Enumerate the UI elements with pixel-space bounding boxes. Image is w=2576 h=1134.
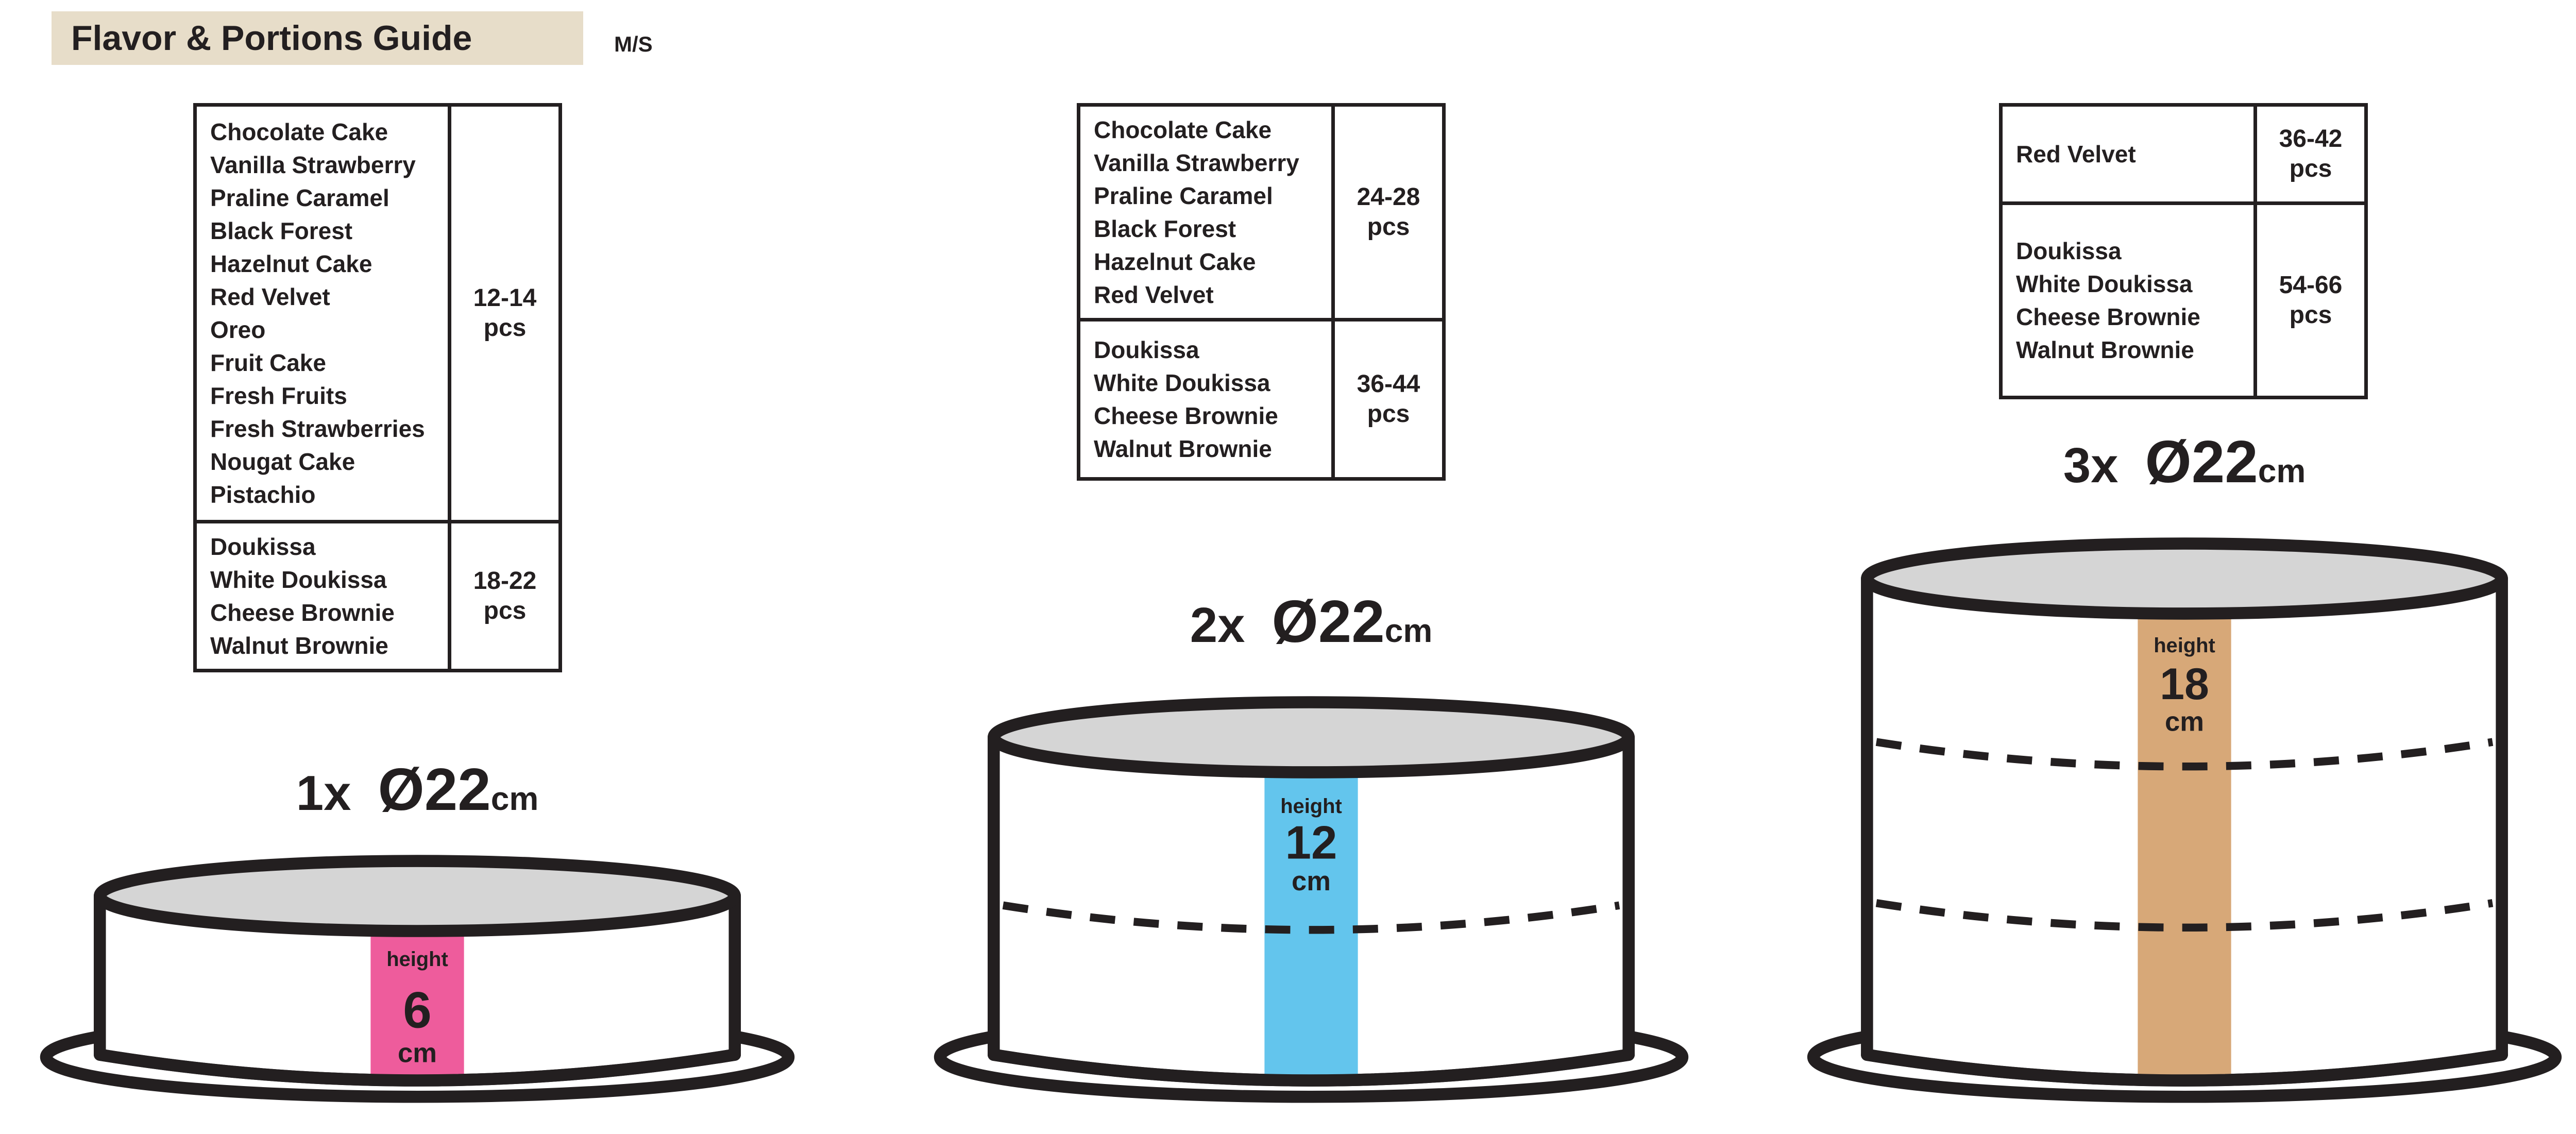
cake-count: 1x xyxy=(296,766,351,821)
cake-diagram-1x: height 6 cm xyxy=(40,855,795,1103)
page-title: Flavor & Portions Guide xyxy=(52,11,583,65)
flavor-list: Chocolate Cake Vanilla Strawberry Pralin… xyxy=(1077,103,1335,321)
portions-cell: 24-28 pcs xyxy=(1331,103,1446,321)
cake-top xyxy=(988,696,1635,778)
cake-count: 3x xyxy=(2063,438,2119,493)
portions-range: 12-14 xyxy=(473,284,537,312)
portions-unit: pcs xyxy=(483,314,527,342)
cake-top xyxy=(1861,537,2508,620)
cake-size-label-1x: 1x Ø22cm xyxy=(44,758,791,839)
table-row: Red Velvet 36-42 pcs xyxy=(1999,103,2368,205)
cake-size-label-2x: 2x Ø22cm xyxy=(938,590,1685,671)
portions-cell: 12-14 pcs xyxy=(448,103,562,523)
portions-unit: pcs xyxy=(2289,155,2332,182)
cake-diameter-unit: cm xyxy=(490,780,539,817)
height-label: height xyxy=(1280,795,1342,818)
portions-table-3x: Red Velvet 36-42 pcs Doukissa White Douk… xyxy=(1999,103,2368,399)
height-unit: cm xyxy=(1292,866,1331,896)
portions-range: 36-44 xyxy=(1357,370,1420,398)
cake-size-label-3x: 3x Ø22cm xyxy=(1811,431,2558,511)
cake-diameter: Ø22 xyxy=(2145,428,2258,495)
height-unit: cm xyxy=(398,1038,437,1069)
portions-unit: pcs xyxy=(483,597,527,624)
height-value: 6 xyxy=(403,982,431,1039)
cake-diameter-unit: cm xyxy=(1384,612,1433,649)
flavor-list: Doukissa White Doukissa Cheese Brownie W… xyxy=(193,520,451,672)
portions-range: 18-22 xyxy=(473,567,537,595)
table-row: Doukissa White Doukissa Cheese Brownie W… xyxy=(1077,318,1446,481)
cake-diameter: Ø22 xyxy=(1272,588,1385,655)
flavor-list: Chocolate Cake Vanilla Strawberry Pralin… xyxy=(193,103,451,523)
portions-cell: 36-42 pcs xyxy=(2253,103,2368,205)
portions-unit: pcs xyxy=(2289,301,2332,329)
cake-bottom-edge xyxy=(93,1048,741,1087)
height-value: 18 xyxy=(2160,659,2209,709)
table-row: Doukissa White Doukissa Cheese Brownie W… xyxy=(193,520,562,672)
height-value: 12 xyxy=(1285,817,1337,869)
flavor-list: Red Velvet xyxy=(1999,103,2257,205)
portions-range: 54-66 xyxy=(2279,272,2343,299)
layer-divider-dashed xyxy=(1002,901,1620,934)
portions-unit: pcs xyxy=(1367,213,1410,241)
table-row: Chocolate Cake Vanilla Strawberry Pralin… xyxy=(1077,103,1446,321)
portions-cell: 54-66 pcs xyxy=(2253,201,2368,399)
cake-count: 2x xyxy=(1190,598,1245,653)
portions-unit: pcs xyxy=(1367,400,1410,428)
height-bar xyxy=(2138,616,2231,1083)
height-label: height xyxy=(386,948,448,971)
height-unit: cm xyxy=(2165,706,2204,737)
portions-table-1x: Chocolate Cake Vanilla Strawberry Pralin… xyxy=(193,103,562,672)
cake-top xyxy=(93,855,741,937)
cake-diameter-unit: cm xyxy=(2258,452,2306,489)
cake-bottom-edge xyxy=(988,1048,1635,1087)
table-row: Doukissa White Doukissa Cheese Brownie W… xyxy=(1999,201,2368,399)
layer-divider-dashed xyxy=(1875,738,2494,771)
cake-bottom-edge xyxy=(1861,1048,2508,1087)
flavor-list: Doukissa White Doukissa Cheese Brownie W… xyxy=(1999,201,2257,399)
cake-diagram-3x: height 18 cm xyxy=(1807,537,2562,1103)
flavor-list: Doukissa White Doukissa Cheese Brownie W… xyxy=(1077,318,1335,481)
height-label: height xyxy=(2154,634,2215,657)
cake-diagram-2x: height 12 cm xyxy=(934,696,1689,1103)
table-row: Chocolate Cake Vanilla Strawberry Pralin… xyxy=(193,103,562,523)
height-bar xyxy=(370,933,464,1083)
portions-range: 24-28 xyxy=(1357,183,1420,211)
portions-cell: 18-22 pcs xyxy=(448,520,562,672)
title-suffix: M/S xyxy=(614,32,653,56)
cake-diameter: Ø22 xyxy=(378,756,491,823)
layer-divider-dashed xyxy=(1875,899,2494,932)
portions-cell: 36-44 pcs xyxy=(1331,318,1446,481)
portions-table-2x: Chocolate Cake Vanilla Strawberry Pralin… xyxy=(1077,103,1446,481)
portions-range: 36-42 xyxy=(2279,125,2343,153)
